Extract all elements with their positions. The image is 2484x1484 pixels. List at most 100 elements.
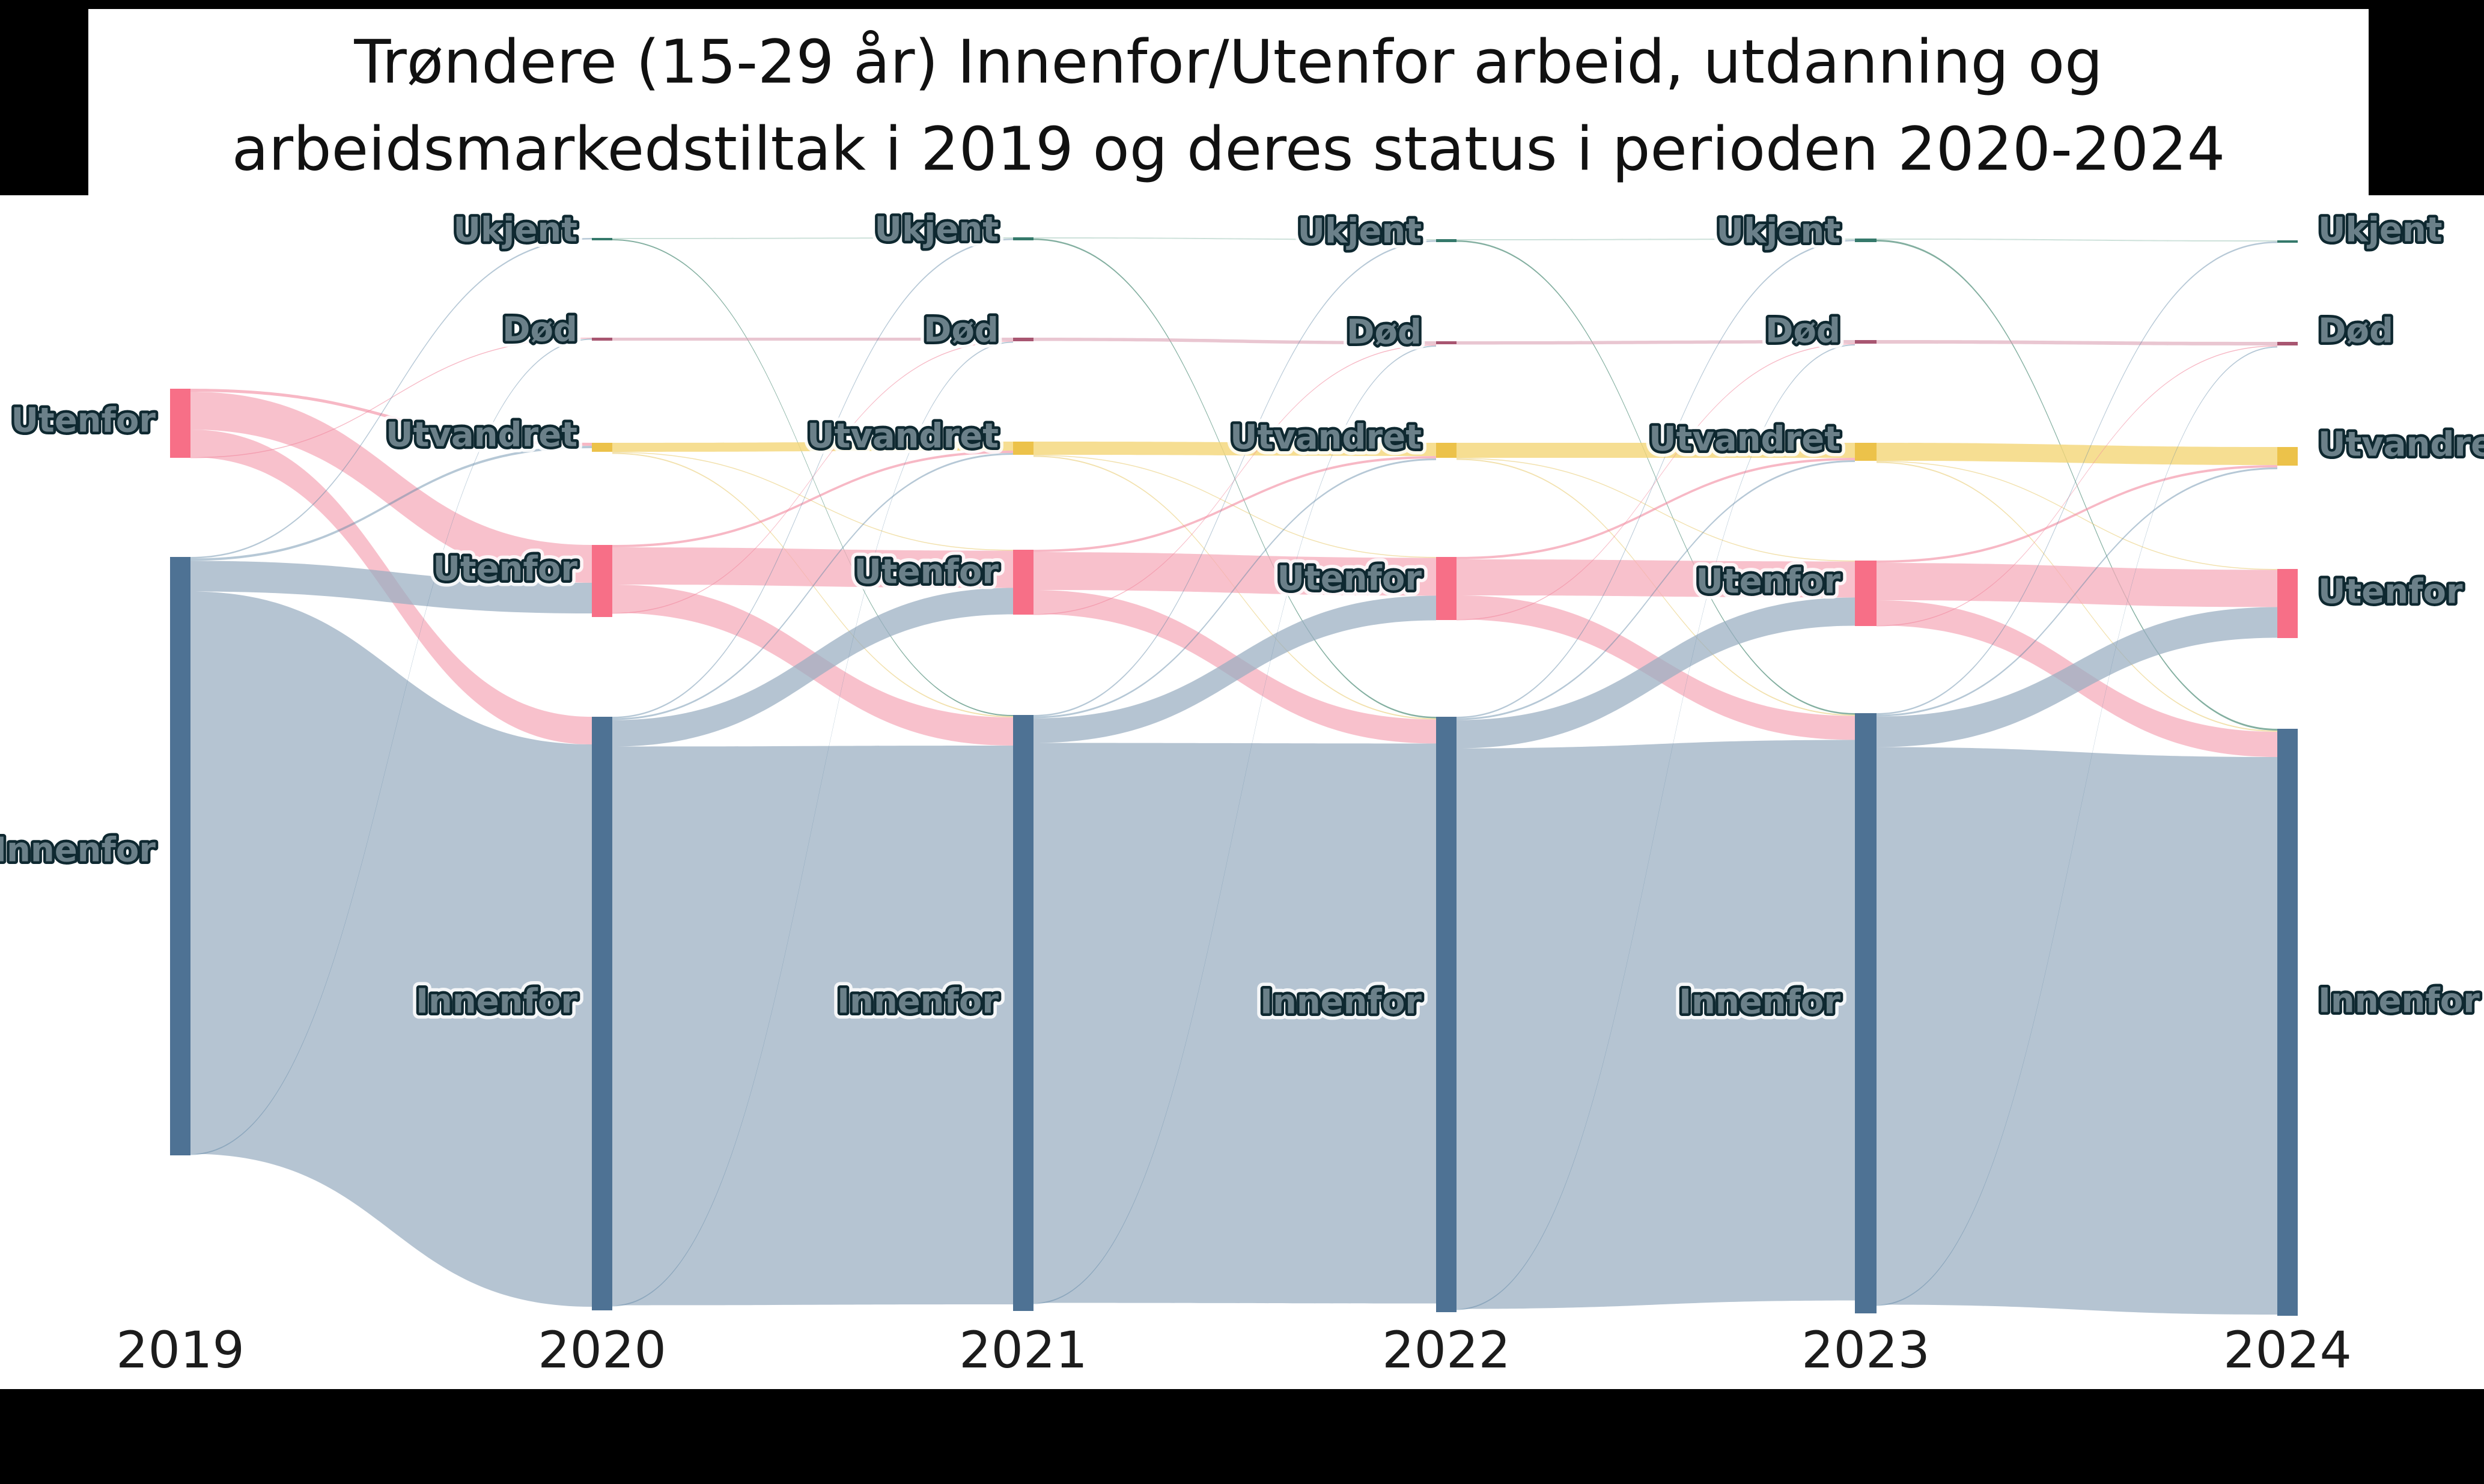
- sankey-node-2024-utvandret[interactable]: [2277, 447, 2298, 466]
- flow-2020-innenfor-to-2021-utvandret[interactable]: [612, 453, 1013, 720]
- sankey-node-2024-ukjent[interactable]: [2277, 240, 2298, 243]
- flow-2023-innenfor-to-2024-dod[interactable]: [1877, 346, 2277, 1306]
- flow-2020-utenfor-to-2021-utvandret[interactable]: [612, 451, 1013, 547]
- sankey-node-2019-utenfor[interactable]: [170, 389, 190, 458]
- node-label-halo-2021-utenfor: Utenfor: [854, 553, 999, 592]
- flow-2020-innenfor-to-2021-dod[interactable]: [612, 341, 1013, 1307]
- flow-2023-ukjent-to-2024-innenfor[interactable]: [1877, 240, 2277, 731]
- year-axis-layer: 2019 2020 2021 2022 2023 2024: [116, 1321, 2352, 1379]
- sankey-node-2023-dod[interactable]: [1855, 340, 1877, 344]
- flow-2023-utvandret-to-2024-utenfor[interactable]: [1877, 461, 2277, 570]
- flow-2019-utenfor-to-2020-utenfor[interactable]: [190, 392, 592, 583]
- flow-2021-innenfor-to-2022-utvandret[interactable]: [1033, 458, 1436, 719]
- flow-2021-ukjent-to-2022-innenfor[interactable]: [1033, 239, 1436, 719]
- sankey-node-2020-ukjent[interactable]: [592, 238, 612, 240]
- node-label-2024-innenfor: Innenfor: [2318, 982, 2480, 1021]
- node-label-2022-utenfor: Utenfor: [1277, 559, 1422, 598]
- node-label-2020-dod: Død: [502, 311, 577, 350]
- flow-2022-innenfor-to-2023-innenfor[interactable]: [1457, 740, 1855, 1309]
- flow-2019-utenfor-to-2020-dod[interactable]: [190, 338, 592, 458]
- flow-2021-ukjent-to-2022-ukjent[interactable]: [1033, 237, 1436, 240]
- node-label-2022-ukjent: Ukjent: [1297, 212, 1422, 251]
- flow-2019-innenfor-to-2020-ukjent[interactable]: [190, 238, 592, 559]
- flow-2021-utenfor-to-2022-utenfor[interactable]: [1033, 552, 1436, 596]
- flow-2020-dod-to-2021-dod[interactable]: [612, 338, 1013, 341]
- sankey-node-2022-utenfor[interactable]: [1436, 557, 1457, 620]
- flow-2022-utenfor-to-2023-dod[interactable]: [1457, 343, 1855, 621]
- flow-2021-utvandret-to-2022-utenfor[interactable]: [1033, 455, 1436, 558]
- sankey-node-2020-dod[interactable]: [592, 338, 612, 341]
- node-label-2021-ukjent: Ukjent: [874, 210, 999, 249]
- flow-2022-innenfor-to-2023-utenfor[interactable]: [1457, 597, 1855, 749]
- flow-2021-innenfor-to-2022-ukjent[interactable]: [1033, 240, 1436, 717]
- sankey-node-2023-utenfor[interactable]: [1855, 561, 1877, 626]
- flow-2023-utenfor-to-2024-dod[interactable]: [1877, 345, 2277, 627]
- sankey-node-2021-utvandret[interactable]: [1013, 442, 1033, 455]
- flow-2022-ukjent-to-2023-innenfor[interactable]: [1457, 240, 1855, 715]
- flow-2019-innenfor-to-2020-utenfor[interactable]: [190, 561, 592, 614]
- sankey-node-2022-ukjent[interactable]: [1436, 239, 1457, 242]
- node-label-halo-2020-dod: Død: [502, 311, 577, 350]
- flow-2021-utenfor-to-2022-utvandret[interactable]: [1033, 456, 1436, 552]
- flow-2020-utenfor-to-2021-dod[interactable]: [612, 341, 1013, 614]
- flow-2023-utvandret-to-2024-utvandret[interactable]: [1877, 443, 2277, 465]
- sankey-node-2023-innenfor[interactable]: [1855, 713, 1877, 1313]
- flow-2020-innenfor-to-2021-ukjent[interactable]: [612, 239, 1013, 719]
- flow-2022-ukjent-to-2023-ukjent[interactable]: [1457, 239, 1855, 240]
- flow-2023-innenfor-to-2024-innenfor[interactable]: [1877, 747, 2277, 1315]
- flow-2019-innenfor-to-2020-dod[interactable]: [190, 338, 592, 1155]
- node-label-2020-utenfor: Utenfor: [433, 550, 577, 589]
- sankey-node-2020-utvandret[interactable]: [592, 443, 612, 452]
- node-label-halo-2024-utenfor: Utenfor: [2318, 573, 2463, 612]
- flow-2019-innenfor-to-2020-utvandret[interactable]: [190, 446, 592, 561]
- node-label-halo-2021-utvandret: Utvandret: [807, 417, 999, 456]
- flow-2023-utenfor-to-2024-utvandret[interactable]: [1877, 465, 2277, 563]
- flow-2021-innenfor-to-2022-innenfor[interactable]: [1033, 743, 1436, 1304]
- sankey-node-2020-utenfor[interactable]: [592, 545, 612, 617]
- flow-2021-utenfor-to-2022-dod[interactable]: [1033, 344, 1436, 615]
- flow-2021-utvandret-to-2022-utvandret[interactable]: [1033, 442, 1436, 456]
- sankey-node-2021-ukjent[interactable]: [1013, 237, 1033, 240]
- flow-2020-utenfor-to-2021-utenfor[interactable]: [612, 547, 1013, 588]
- flow-2019-innenfor-to-2020-innenfor[interactable]: [190, 591, 592, 1307]
- sankey-node-2024-utenfor[interactable]: [2277, 569, 2298, 638]
- sankey-node-2024-dod[interactable]: [2277, 342, 2298, 345]
- flow-2023-innenfor-to-2024-utvandret[interactable]: [1877, 467, 2277, 717]
- flow-2020-utvandret-to-2021-utenfor[interactable]: [612, 452, 1013, 551]
- flow-2023-innenfor-to-2024-utenfor[interactable]: [1877, 607, 2277, 747]
- sankey-node-2019-innenfor[interactable]: [170, 557, 190, 1155]
- flow-2021-innenfor-to-2022-dod[interactable]: [1033, 345, 1436, 1304]
- flow-2022-dod-to-2023-dod[interactable]: [1457, 340, 1855, 345]
- flow-2020-utvandret-to-2021-utvandret[interactable]: [612, 442, 1013, 452]
- flow-2020-innenfor-to-2021-utenfor[interactable]: [612, 588, 1013, 747]
- node-label-2020-innenfor: Innenfor: [416, 982, 577, 1021]
- sankey-node-2024-innenfor[interactable]: [2277, 729, 2298, 1316]
- flow-2022-innenfor-to-2023-utvandret[interactable]: [1457, 460, 1855, 720]
- flow-2020-innenfor-to-2021-innenfor[interactable]: [612, 746, 1013, 1306]
- node-label-halo-2022-ukjent: Ukjent: [1297, 212, 1422, 251]
- flow-2022-utenfor-to-2023-utenfor[interactable]: [1457, 559, 1855, 598]
- sankey-node-2022-innenfor[interactable]: [1436, 717, 1457, 1312]
- flow-2019-utenfor-to-2020-utvandret[interactable]: [190, 389, 592, 446]
- sankey-node-2021-dod[interactable]: [1013, 338, 1033, 341]
- sankey-node-2020-innenfor[interactable]: [592, 717, 612, 1310]
- sankey-node-2021-innenfor[interactable]: [1013, 715, 1033, 1311]
- sankey-node-2022-dod[interactable]: [1436, 341, 1457, 344]
- flow-2022-innenfor-to-2023-dod[interactable]: [1457, 344, 1855, 1310]
- sankey-node-2023-ukjent[interactable]: [1855, 239, 1877, 242]
- flow-2023-innenfor-to-2024-ukjent[interactable]: [1877, 242, 2277, 715]
- sankey-node-2022-utvandret[interactable]: [1436, 443, 1457, 458]
- node-label-halo-2024-utvandret: Utvandret: [2318, 425, 2484, 464]
- flow-2023-dod-to-2024-dod[interactable]: [1877, 340, 2277, 345]
- flow-2021-innenfor-to-2022-utenfor[interactable]: [1033, 595, 1436, 743]
- sankey-node-2023-utvandret[interactable]: [1855, 443, 1877, 461]
- flow-2021-dod-to-2022-dod[interactable]: [1033, 338, 1436, 345]
- flow-2022-utvandret-to-2023-utvandret[interactable]: [1457, 443, 1855, 458]
- flow-2023-ukjent-to-2024-ukjent[interactable]: [1877, 239, 2277, 242]
- flow-2022-utenfor-to-2023-utvandret[interactable]: [1457, 458, 1855, 559]
- node-label-halo-2020-utenfor: Utenfor: [433, 550, 577, 589]
- node-labels-layer: Utenfor Utenfor Innenfor Innenfor Ukjent Ukje…: [0, 204, 2484, 1028]
- flow-2022-innenfor-to-2023-ukjent[interactable]: [1457, 240, 1855, 719]
- flow-2020-ukjent-to-2021-ukjent[interactable]: [612, 237, 1013, 239]
- sankey-node-2021-utenfor[interactable]: [1013, 550, 1033, 615]
